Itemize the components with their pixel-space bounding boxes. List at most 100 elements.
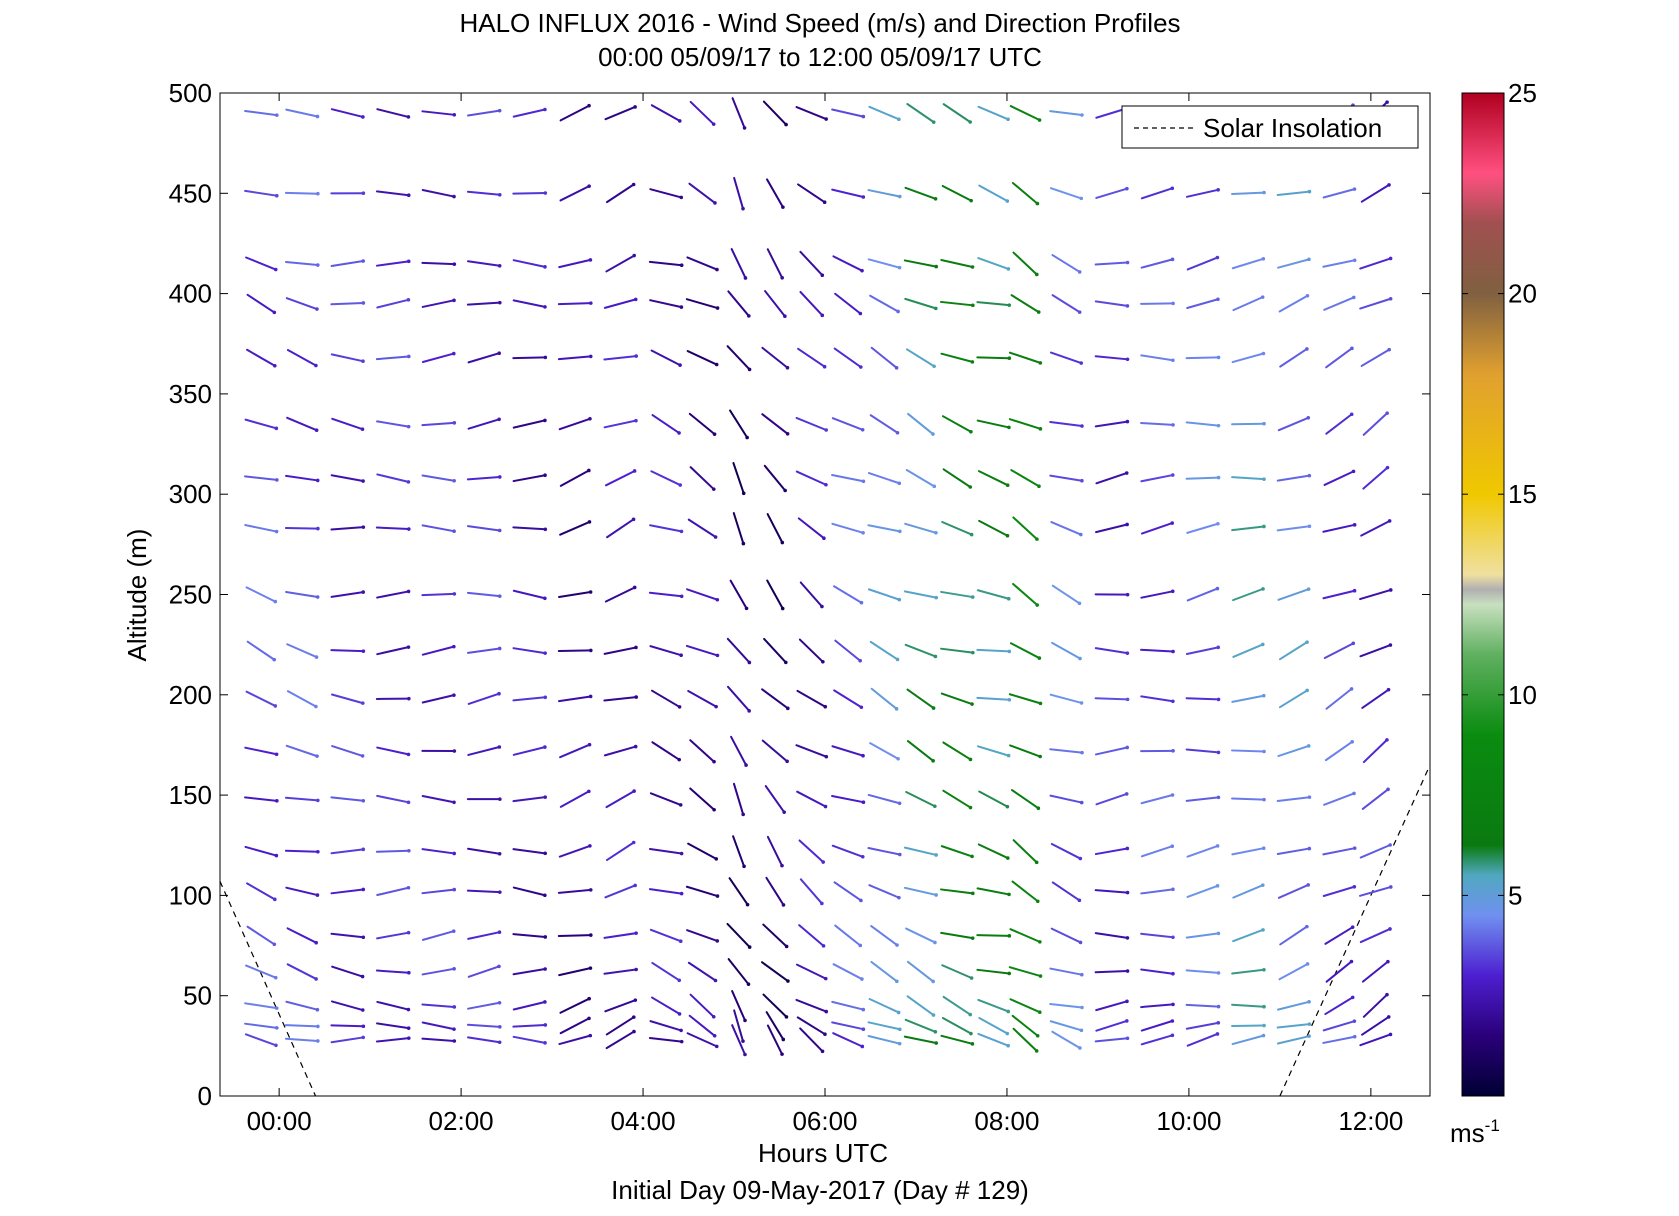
wind-vector <box>1049 351 1084 365</box>
wind-vector <box>512 695 548 702</box>
wind-vector <box>1140 648 1175 654</box>
wind-vector <box>1008 966 1043 978</box>
wind-vector <box>941 184 973 203</box>
wind-vector <box>1049 794 1084 805</box>
wind-vector <box>1276 1022 1312 1029</box>
wind-vector <box>906 103 936 124</box>
wind-vector <box>1279 924 1309 946</box>
wind-vector <box>603 931 638 939</box>
wind-vector <box>1186 844 1220 858</box>
wind-vector <box>421 110 457 117</box>
wind-vector <box>1051 294 1082 314</box>
wind-vector <box>867 1035 902 1046</box>
wind-vector <box>1359 588 1393 601</box>
wind-vector <box>1012 1027 1039 1053</box>
y-tick-label: 300 <box>169 479 212 509</box>
wind-vector <box>1094 355 1130 362</box>
x-tick-label: 02:00 <box>429 1106 494 1136</box>
wind-vector <box>330 525 366 531</box>
wind-vector <box>732 835 746 869</box>
wind-vector <box>1050 842 1083 861</box>
wind-vector <box>798 839 825 864</box>
wind-vector <box>1094 1036 1130 1043</box>
wind-vector <box>978 1017 1010 1036</box>
wind-vector <box>1323 641 1356 659</box>
wind-vector <box>604 105 637 121</box>
wind-vector <box>832 963 864 981</box>
wind-vector <box>376 930 411 940</box>
wind-vector <box>467 351 501 364</box>
wind-vector <box>466 260 502 268</box>
wind-vector <box>867 847 902 857</box>
wind-vector <box>761 346 790 370</box>
wind-vector <box>942 741 973 762</box>
wind-vector <box>906 740 935 763</box>
wind-vector <box>1277 415 1311 432</box>
wind-vector <box>1360 347 1391 367</box>
y-tick-label: 100 <box>169 880 212 910</box>
wind-vector <box>1049 748 1084 755</box>
wind-vector <box>906 960 935 984</box>
wind-vector <box>1049 1002 1084 1010</box>
wind-vector <box>603 645 638 655</box>
wind-vector <box>605 1015 636 1036</box>
wind-vector <box>1095 999 1129 1012</box>
colorbar-tick-label: 15 <box>1508 479 1537 509</box>
wind-vector <box>1140 844 1175 858</box>
solar-insolation-line <box>1279 764 1431 1097</box>
wind-vector <box>940 888 975 896</box>
footer-label: Initial Day 09-May-2017 (Day # 129) <box>611 1175 1029 1205</box>
wind-vector <box>1011 880 1040 904</box>
wind-vector <box>421 261 457 266</box>
wind-vector <box>1361 959 1390 983</box>
wind-vector <box>1322 523 1357 533</box>
wind-vector <box>512 1000 547 1011</box>
wind-vector <box>867 793 902 806</box>
wind-vector <box>1140 301 1175 306</box>
wind-vector <box>1051 584 1082 606</box>
wind-vector <box>834 292 863 316</box>
wind-vector <box>603 354 639 361</box>
wind-vector <box>831 474 866 484</box>
wind-vector <box>1231 1033 1266 1046</box>
wind-vector <box>421 693 456 704</box>
wind-vector <box>558 258 593 269</box>
wind-vector <box>904 522 938 535</box>
wind-vector <box>687 689 718 709</box>
wind-vector <box>685 644 720 658</box>
wind-vector <box>1278 293 1310 313</box>
wind-vector <box>1012 839 1039 865</box>
wind-vector <box>376 746 411 757</box>
wind-vector <box>686 350 719 367</box>
wind-vector <box>796 790 828 809</box>
wind-vector <box>1231 421 1266 426</box>
wind-vector <box>904 297 938 311</box>
wind-vector <box>1231 749 1266 754</box>
wind-vector <box>726 922 752 949</box>
wind-vector <box>1277 587 1311 601</box>
wind-vector <box>941 1017 973 1036</box>
wind-vector <box>904 186 938 201</box>
wind-vector <box>421 887 457 895</box>
wind-vector <box>903 1035 939 1045</box>
wind-vector <box>942 468 973 489</box>
wind-vector <box>1324 925 1355 945</box>
wind-vector <box>466 300 502 306</box>
wind-vector <box>605 840 636 862</box>
wind-vector <box>466 797 502 801</box>
wind-vector <box>1231 1023 1266 1028</box>
wind-vector <box>689 739 716 764</box>
wind-vector <box>603 695 639 702</box>
wind-vector <box>976 968 1012 976</box>
wind-vector <box>831 1021 866 1032</box>
wind-vector <box>376 420 411 429</box>
wind-vector <box>1185 187 1220 198</box>
wind-vector <box>941 964 974 980</box>
wind-vector <box>764 290 787 318</box>
wind-vector <box>1094 745 1129 756</box>
wind-vector <box>1051 254 1082 274</box>
wind-vector <box>421 794 456 805</box>
wind-vector <box>732 782 745 817</box>
wind-vector <box>331 417 365 431</box>
wind-vector <box>1231 256 1266 270</box>
